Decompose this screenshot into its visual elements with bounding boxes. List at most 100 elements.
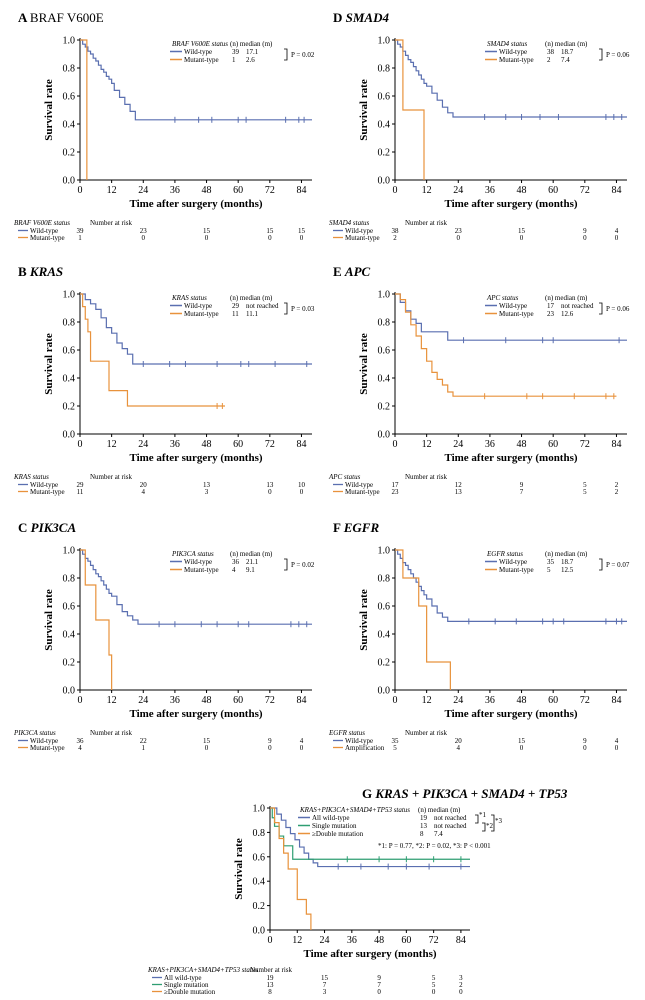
legend-title: KRAS status [171,294,207,302]
legend-label: Mutant-type [184,310,219,318]
panel-letter: D [333,10,346,25]
y-tick-label: 0.4 [253,877,266,888]
risk-count: 22 [140,737,148,745]
y-tick-label: 0.2 [63,658,76,669]
x-axis-title: Time after surgery (months) [129,452,262,464]
panel-letter: C [18,520,31,535]
risk-row-label: Wild-type [345,481,373,489]
y-tick-label: 0.0 [63,176,76,187]
risk-label: KRAS+PIK3CA+SMAD4+TP53 status [147,966,258,974]
risk-count: 0 [300,488,304,496]
legend-median: 12.5 [561,566,574,574]
y-tick-label: 0.6 [63,92,76,103]
risk-count: 2 [459,981,463,989]
panel-gene: EGFR [343,520,380,535]
risk-count: 2 [615,488,619,496]
x-tick-label: 12 [107,439,117,450]
x-tick-label: 24 [138,185,148,196]
legend-header: (n) median (m) [418,806,461,814]
y-tick-label: 0.0 [253,926,266,937]
risk-count: 2 [393,234,397,242]
risk-count: 0 [205,234,209,242]
legend-median: 7.4 [561,56,570,64]
risk-count: 3 [323,988,327,996]
legend-header: (n) median (m) [545,550,588,558]
panel-letter: B [18,264,30,279]
km-panel-g: G KRAS + PIK3CA + SMAD4 + TP53 0.0 0.2 0.4 0… [147,786,568,996]
risk-count: 5 [583,488,587,496]
x-tick-label: 0 [78,439,83,450]
x-tick-label: 72 [429,935,439,946]
risk-count: 12 [455,481,463,489]
x-tick-label: 48 [202,439,212,450]
y-tick-label: 1.0 [253,804,266,815]
risk-count: 7 [520,488,524,496]
x-tick-label: 72 [580,439,590,450]
x-tick-label: 60 [233,439,243,450]
legend-header: (n) median (m) [230,550,273,558]
legend-n: 4 [232,566,236,574]
risk-row-label: Wild-type [30,481,58,489]
x-axis-title: Time after surgery (months) [129,708,262,720]
km-curve-mutant-type [80,549,113,690]
risk-count: 13 [267,981,275,989]
risk-count: 5 [432,981,436,989]
legend-median: 11.1 [246,310,258,318]
risk-count: 13 [203,481,211,489]
y-tick-label: 0.8 [378,318,391,329]
panel-letter: E [333,264,345,279]
bracket-label: *1 [479,811,487,819]
risk-title: Number at risk [90,219,132,227]
risk-count: 0 [377,988,381,996]
risk-title: Number at risk [405,729,447,737]
risk-count: 0 [268,488,272,496]
legend-median: 18.7 [561,558,574,566]
y-tick-label: 0.4 [63,630,76,641]
p-value: P = 0.02 [291,561,315,569]
legend-label: Wild-type [184,302,212,310]
risk-count: 38 [392,227,400,235]
risk-count: 13 [266,481,274,489]
legend-label: Single mutation [312,822,357,830]
x-axis-title: Time after surgery (months) [129,198,262,210]
risk-count: 8 [268,988,272,996]
risk-row-label: Wild-type [30,737,58,745]
risk-count: 0 [615,744,619,752]
x-tick-label: 12 [422,185,432,196]
panel-gene: BRAF V600E [30,10,104,25]
risk-count: 3 [459,974,463,982]
risk-row-label: Mutant-type [345,234,380,242]
y-tick-label: 0.8 [63,318,76,329]
legend-label: Wild-type [184,48,212,56]
x-tick-label: 84 [296,695,306,706]
x-tick-label: 48 [517,185,527,196]
y-tick-label: 1.0 [63,36,76,47]
x-tick-label: 60 [401,935,411,946]
y-tick-label: 0.8 [378,64,391,75]
x-tick-label: 72 [265,185,275,196]
risk-row-label: Mutant-type [30,234,65,242]
legend-median: 18.7 [561,48,574,56]
legend-n: 39 [232,48,240,56]
legend-label: Mutant-type [184,56,219,64]
risk-count: 0 [432,988,436,996]
x-tick-label: 84 [296,185,306,196]
risk-count: 15 [518,737,526,745]
x-tick-label: 0 [78,185,83,196]
y-tick-label: 0.2 [378,658,391,669]
risk-count: 7 [323,981,327,989]
y-tick-label: 0.8 [63,64,76,75]
p-value: P = 0.02 [291,51,315,59]
legend-bracket-1 [475,814,479,824]
y-tick-label: 0.2 [63,402,76,413]
risk-count: 15 [203,227,211,235]
legend-bracket [599,302,603,315]
x-tick-label: 36 [347,935,357,946]
x-tick-label: 84 [611,185,621,196]
legend-title: BRAF V600E status [172,40,228,48]
legend-header: (n) median (m) [545,294,588,302]
legend-n: 38 [547,48,555,56]
risk-count: 15 [298,227,306,235]
panel-title: E APC [333,264,371,279]
legend-bracket [599,558,603,571]
